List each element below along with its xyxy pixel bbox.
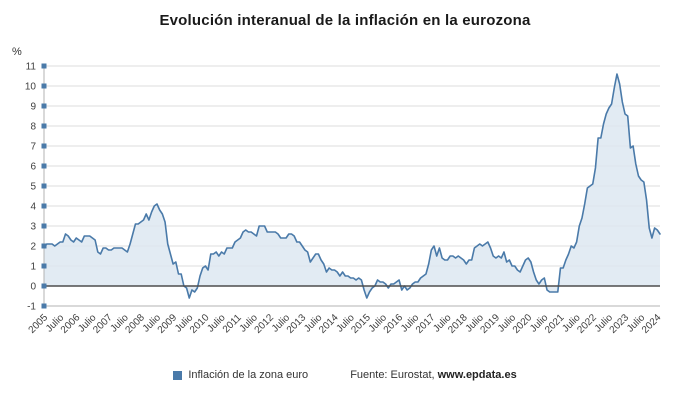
y-tick-marker: [41, 123, 47, 129]
y-tick-marker: [41, 183, 47, 189]
y-tick-label: 10: [25, 82, 37, 93]
y-tick-marker: [41, 303, 47, 309]
y-tick-marker: [41, 143, 47, 149]
source-site-link[interactable]: www.epdata.es: [437, 369, 517, 381]
source-prefix: Fuente: Eurostat,: [350, 369, 438, 381]
series-area-fill: [44, 74, 660, 298]
y-tick-label: 9: [30, 102, 36, 113]
y-tick-label: 2: [30, 242, 36, 253]
chart-title: Evolución interanual de la inflación en …: [159, 12, 531, 29]
y-tick-marker: [41, 263, 47, 269]
y-tick-marker: [41, 63, 47, 69]
y-tick-label: 5: [30, 182, 36, 193]
y-tick-label: 6: [30, 162, 36, 173]
y-tick-marker: [41, 243, 47, 249]
y-tick-label: 4: [30, 202, 36, 213]
y-tick-label: 3: [30, 222, 36, 233]
y-tick-marker: [41, 163, 47, 169]
series-legend-marker: [173, 370, 183, 380]
y-tick-label: 8: [30, 122, 36, 133]
y-tick-marker: [41, 83, 47, 89]
source-text: Fuente: Eurostat, www.epdata.es: [350, 369, 517, 381]
y-tick-marker: [41, 283, 47, 289]
y-tick-marker: [41, 203, 47, 209]
x-tick-label: 2024: [640, 312, 664, 336]
y-tick-label: 0: [30, 282, 36, 293]
y-tick-label: 1: [30, 262, 36, 273]
y-tick-label: 7: [30, 142, 36, 153]
y-tick-label: -1: [27, 302, 36, 313]
legend: Inflación de la zona euro Fuente: Eurost…: [0, 369, 690, 381]
series-line: [43, 73, 661, 299]
y-axis-unit-label: %: [12, 46, 22, 58]
series-legend-label: Inflación de la zona euro: [188, 369, 309, 381]
y-tick-label: 11: [26, 62, 37, 73]
y-tick-marker: [41, 103, 47, 109]
y-tick-marker: [41, 223, 47, 229]
